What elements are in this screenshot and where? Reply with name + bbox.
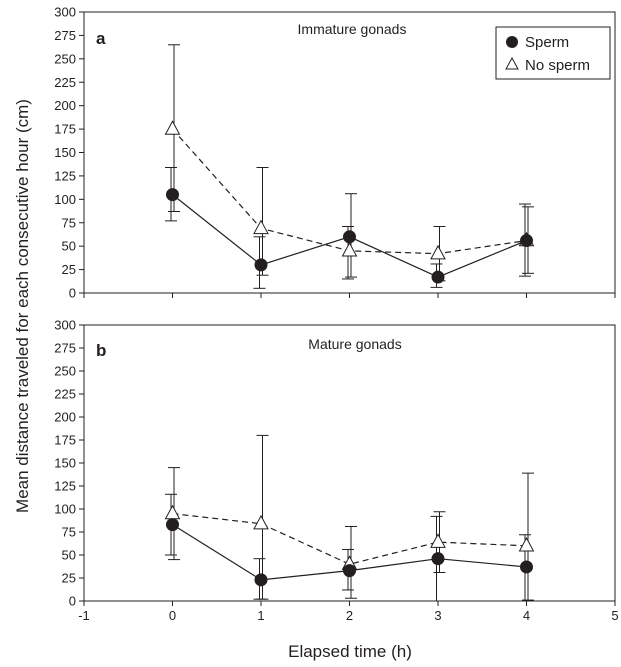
panel-b-y-tick-label: 125 [54,479,76,494]
panel-b-x-tick-label: 3 [434,608,441,623]
panel-a-y-tick-label: 100 [54,192,76,207]
x-axis-title: Elapsed time (h) [288,642,412,661]
legend-no-sperm-label: No sperm [525,57,590,74]
panel-b-y-tick-label: 150 [54,456,76,471]
panel-b-x-ticks: -1 0 1 2 3 4 5 [78,601,619,623]
panel-b: b Mature gonads 025507510012515017520022… [54,318,618,624]
panel-a-y-tick-label: 175 [54,122,76,137]
panel-b-x-tick-label: 5 [611,608,618,623]
panel-b-no-sperm-point [518,536,535,552]
y-axis-title: Mean distance traveled for each consecut… [13,99,32,513]
panel-a-no-sperm-point [341,241,358,257]
panel-b-y-tick-label: 25 [62,571,76,586]
panel-a-sperm-point [343,230,356,244]
panel-a-series [164,44,535,289]
panel-b-y-tick-label: 250 [54,364,76,379]
panel-b-series [164,434,535,602]
panel-b-y-tick-label: 275 [54,341,76,356]
panel-a-y-tick-label: 50 [62,239,76,254]
panel-b-no-sperm-point [430,533,446,548]
panel-b-y-tick-label: 0 [69,594,76,609]
panel-a-y-tick-label: 300 [54,5,76,20]
panel-b-sperm-point [166,518,179,532]
panel-a-y-tick-label: 150 [54,145,76,160]
panel-b-y-tick-label: 225 [54,387,76,402]
panel-a: a Immature gonads 0 25 50 75 100 125 150 175 200… [54,5,616,301]
panel-b-y-ticks: 0 25 50 75 100 125 150 175 200 225 250 275 300 [54,318,84,609]
legend-sperm-marker [506,36,518,48]
panel-b-no-sperm-point [253,514,269,530]
panel-b-x-tick-label: 4 [523,608,530,623]
panel-b-y-tick-label: 75 [62,525,76,540]
panel-a-y-tick-label: 275 [54,28,76,43]
panel-a-letter: a [96,29,106,48]
legend: Sperm No sperm [495,26,611,80]
legend-box [495,26,611,80]
panel-b-y-tick-label: 100 [54,502,76,517]
panel-b-title: Mature gonads [308,336,401,352]
panel-a-title: Immature gonads [298,21,407,37]
panel-b-y-tick-label: 175 [54,433,76,448]
panel-a-y-ticks: 0 25 50 75 100 125 150 175 200 225 250 275 300 [54,5,84,301]
panel-b-x-tick-label: 2 [346,608,353,623]
panel-a-sperm-point [520,234,533,248]
legend-no-sperm-marker [505,56,519,70]
legend-sperm-label: Sperm [525,34,569,51]
panel-a-no-sperm-point [430,244,446,260]
panel-b-x-tick-label: 1 [257,608,264,623]
panel-b-sperm-point [431,552,445,566]
panel-a-sperm-point [254,258,268,272]
panel-b-y-tick-label: 300 [54,318,76,333]
panel-a-x-ticks [83,293,616,298]
panel-a-no-sperm-point [253,219,269,235]
panel-b-sperm-point [520,560,533,574]
panel-b-y-tick-label: 200 [54,410,76,425]
panel-a-y-tick-label: 250 [54,51,76,66]
panel-a-y-tick-label: 125 [54,168,76,183]
panel-a-y-tick-label: 25 [62,262,76,277]
panel-a-y-tick-label: 225 [54,75,76,90]
panel-a-y-tick-label: 200 [54,98,76,113]
panel-a-sperm-point [431,270,445,284]
panel-a-y-tick-label: 75 [62,215,76,230]
panel-b-x-tick-label: 0 [169,608,176,623]
panel-b-sperm-point [254,573,268,587]
panel-b-x-tick-label: -1 [78,608,90,623]
panel-a-sperm-point [166,188,179,202]
panel-a-y-tick-label: 0 [69,286,76,301]
panel-b-y-tick-label: 50 [62,548,76,563]
panel-b-sperm-point [343,564,356,578]
panel-a-no-sperm-point [164,120,181,135]
panel-b-no-sperm-point [164,504,181,520]
panel-b-letter: b [96,341,106,360]
